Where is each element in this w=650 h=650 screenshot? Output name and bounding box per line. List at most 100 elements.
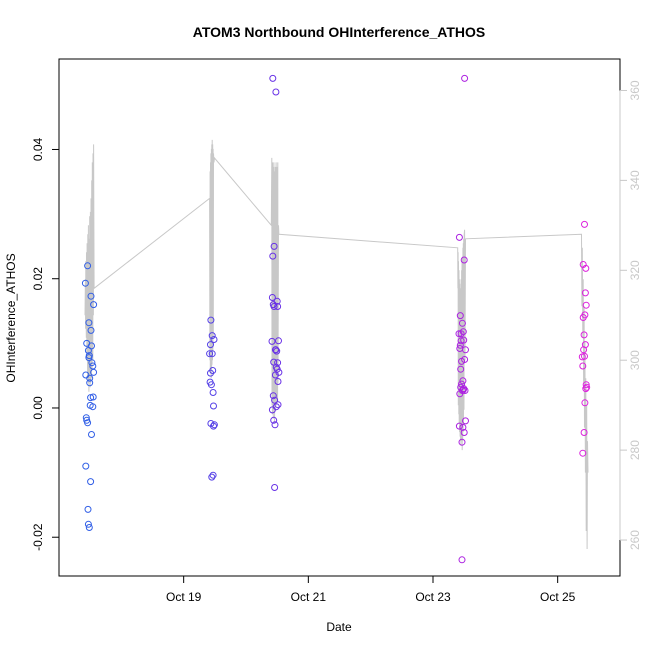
data-point	[457, 330, 465, 338]
y2-tick-label: 280	[628, 440, 642, 460]
data-point	[462, 417, 469, 425]
data-point	[456, 341, 464, 349]
data-point	[86, 374, 94, 382]
x-axis-label: Date	[326, 620, 352, 634]
data-point	[272, 88, 280, 96]
data-point	[274, 378, 282, 385]
data-point	[460, 429, 468, 436]
data-point	[275, 368, 283, 376]
data-point	[583, 383, 591, 391]
data-point	[580, 331, 588, 339]
plot-frame	[58, 58, 621, 577]
data-point	[210, 422, 217, 430]
data-point	[581, 311, 589, 319]
data-point	[579, 362, 587, 370]
data-point	[460, 336, 468, 344]
data-point	[581, 399, 589, 407]
data-point	[271, 396, 279, 404]
data-point	[209, 471, 217, 479]
data-point	[207, 341, 214, 349]
data-point	[268, 337, 276, 345]
data-point	[459, 423, 467, 431]
data-point	[85, 319, 93, 327]
data-point	[268, 294, 276, 301]
data-point	[460, 256, 468, 264]
y-axis-left: -0.02 0.00 0.02 0.04	[31, 137, 60, 551]
data-point	[210, 421, 218, 429]
y2-tick-label: 320	[628, 260, 642, 280]
y-axis-right: 260 280 300 320 340 360	[619, 80, 642, 550]
data-point	[581, 352, 588, 360]
data-point	[84, 262, 92, 270]
data-point	[582, 264, 590, 272]
data-point	[462, 346, 469, 354]
data-point	[582, 381, 590, 389]
data-point	[272, 346, 280, 354]
series-line-layer	[84, 139, 589, 550]
data-point	[84, 505, 92, 513]
data-point	[455, 422, 463, 430]
y-tick-label: 0.00	[31, 396, 45, 420]
data-point	[461, 74, 469, 82]
x-tick-label: Oct 25	[540, 590, 576, 604]
data-point	[582, 301, 590, 309]
data-point	[581, 289, 589, 297]
data-point	[461, 387, 469, 394]
data-point	[269, 252, 277, 260]
data-point	[458, 556, 466, 564]
data-point	[207, 381, 215, 389]
data-point	[207, 316, 215, 324]
data-point	[209, 389, 217, 396]
data-point	[269, 392, 277, 400]
y2-tick-label: 300	[628, 350, 642, 370]
data-point	[273, 297, 281, 305]
data-point	[456, 312, 464, 320]
data-point	[85, 352, 93, 360]
data-point	[274, 359, 282, 367]
data-point	[87, 292, 95, 300]
data-point	[457, 365, 465, 373]
x-tick-label: Oct 21	[291, 590, 327, 604]
data-point	[87, 478, 95, 486]
data-point	[90, 368, 98, 376]
data-point	[82, 462, 90, 470]
x-tick-label: Oct 19	[166, 590, 202, 604]
data-point	[271, 421, 279, 429]
data-point	[274, 401, 282, 409]
data-point	[455, 233, 463, 241]
data-point	[208, 332, 216, 340]
data-point	[461, 356, 469, 363]
y2-tick-label: 260	[628, 530, 642, 550]
y-tick-label: -0.02	[31, 523, 45, 551]
data-point	[85, 524, 93, 531]
data-point	[579, 449, 587, 457]
data-point	[90, 301, 98, 309]
data-point	[459, 328, 467, 336]
data-point	[270, 242, 278, 250]
data-point	[88, 359, 96, 367]
data-point	[209, 367, 217, 374]
data-point	[270, 303, 278, 310]
data-point	[82, 414, 90, 422]
data-point	[275, 337, 282, 345]
data-point	[87, 326, 95, 334]
data-point	[89, 403, 97, 411]
data-point	[208, 350, 216, 358]
data-point	[210, 336, 218, 343]
data-point	[89, 393, 97, 401]
data-point	[581, 341, 589, 349]
data-point	[459, 377, 467, 385]
data-point	[273, 347, 281, 355]
data-point	[88, 342, 95, 350]
data-point	[210, 402, 217, 410]
x-axis: Oct 19 Oct 21 Oct 23 Oct 25	[166, 575, 576, 604]
data-point	[269, 74, 277, 82]
data-point	[272, 403, 280, 411]
data-point	[458, 319, 466, 327]
data-point	[581, 220, 588, 228]
data-point	[270, 416, 278, 424]
y-tick-label: 0.02	[31, 267, 45, 291]
x-tick-label: Oct 23	[415, 590, 451, 604]
